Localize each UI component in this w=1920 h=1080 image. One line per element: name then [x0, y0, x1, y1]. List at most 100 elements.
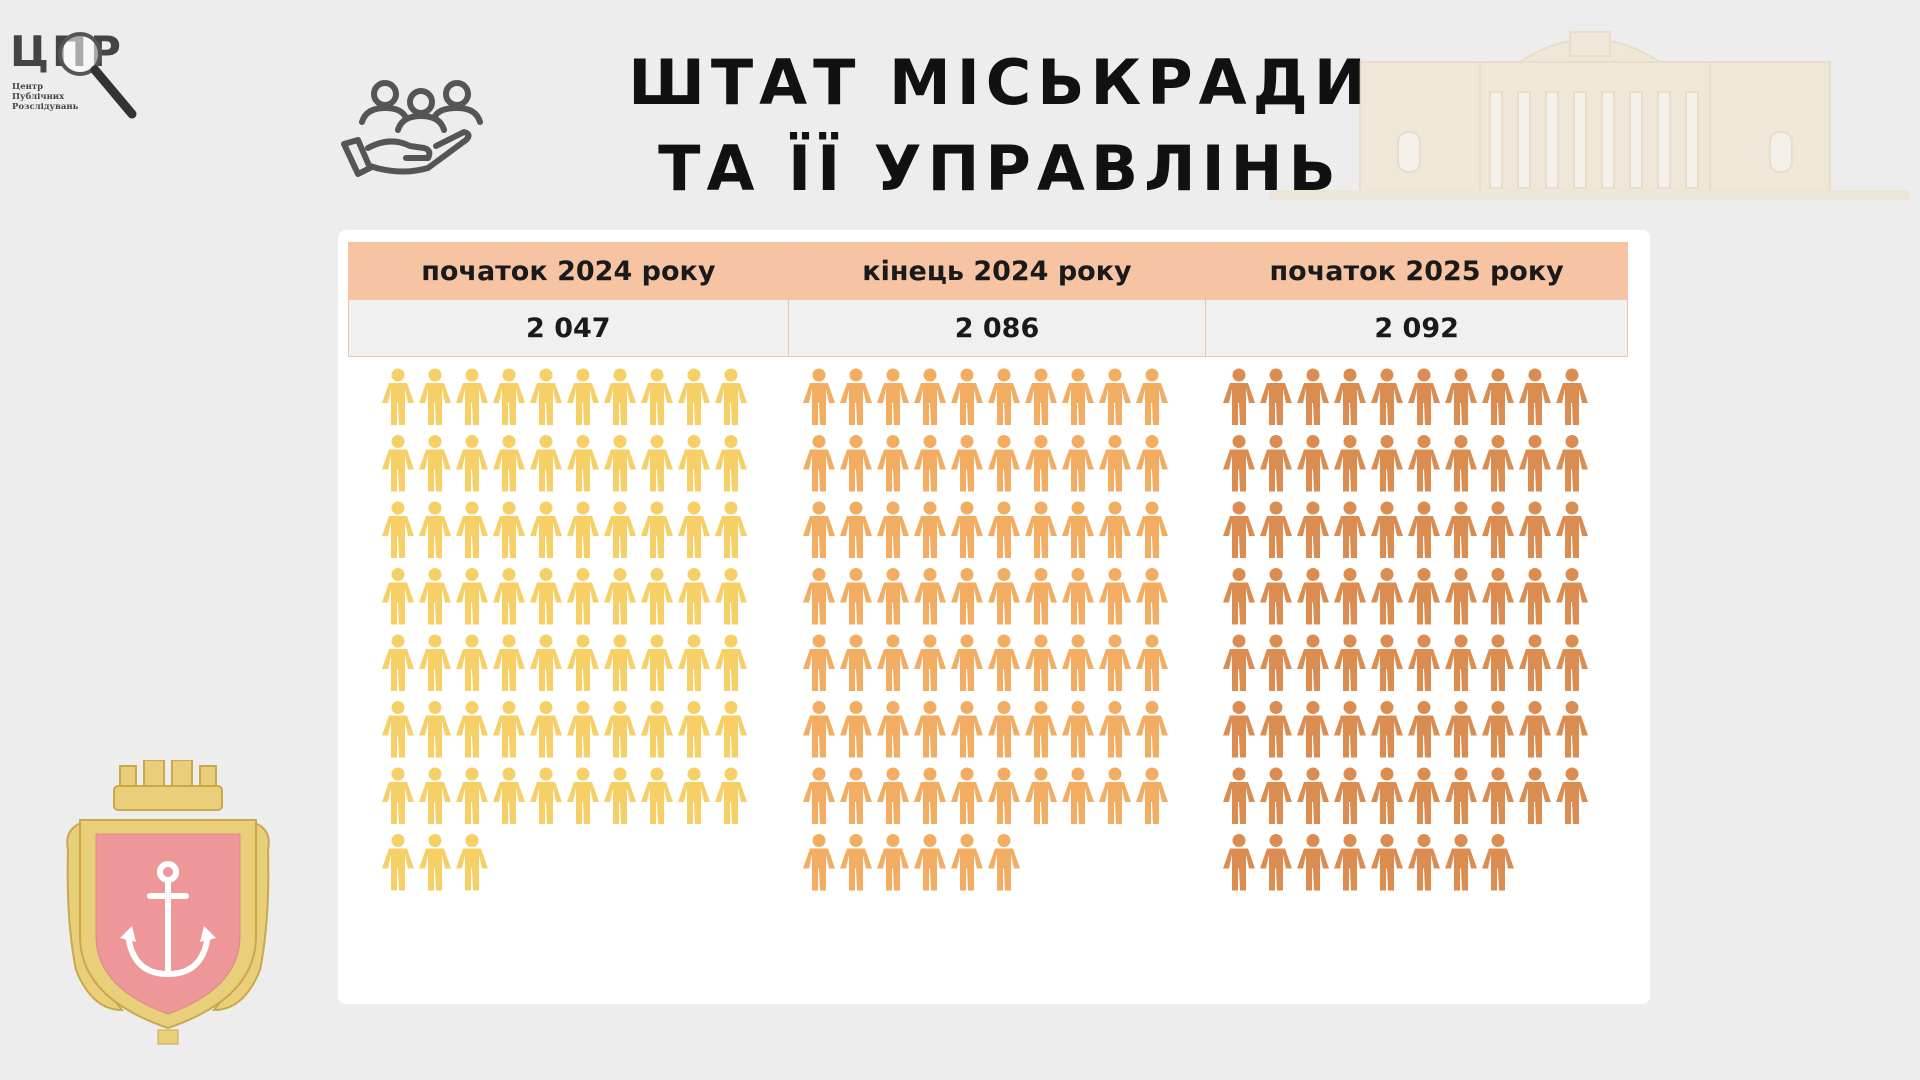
person-icon	[988, 368, 1020, 425]
person-icon	[641, 634, 673, 691]
person-icon	[803, 568, 835, 625]
person-icon	[1223, 501, 1255, 558]
pictogram-series	[803, 368, 1168, 891]
title-line-2: ТА ЇЇ УПРАВЛІНЬ	[658, 132, 1342, 205]
table-value-cell: 2 092	[1205, 299, 1628, 357]
person-icon	[1482, 634, 1514, 691]
person-icon	[988, 767, 1020, 824]
person-icon	[1519, 435, 1551, 492]
person-icon	[493, 701, 525, 758]
person-icon	[678, 767, 710, 824]
person-icon	[456, 634, 488, 691]
person-icon	[840, 501, 872, 558]
person-icon	[1334, 834, 1366, 891]
person-icon	[715, 435, 747, 492]
person-icon	[988, 435, 1020, 492]
person-icon	[641, 368, 673, 425]
person-icon	[604, 701, 636, 758]
person-icon	[456, 501, 488, 558]
person-icon	[641, 767, 673, 824]
person-icon	[567, 435, 599, 492]
person-icon	[1519, 368, 1551, 425]
person-icon	[1482, 368, 1514, 425]
person-icon	[803, 834, 835, 891]
person-icon	[530, 701, 562, 758]
person-icon	[840, 834, 872, 891]
person-icon	[604, 767, 636, 824]
person-icon	[988, 634, 1020, 691]
person-icon	[1062, 701, 1094, 758]
person-icon	[1260, 568, 1292, 625]
person-icon	[1099, 767, 1131, 824]
table-header-cell: кінець 2024 року	[787, 242, 1207, 300]
person-icon	[678, 568, 710, 625]
person-icon	[1136, 767, 1168, 824]
person-icon	[1099, 568, 1131, 625]
chart-card: початок 2024 року кінець 2024 року почат…	[338, 230, 1650, 1004]
person-icon	[1556, 634, 1588, 691]
person-icon	[1519, 568, 1551, 625]
person-icon	[382, 634, 414, 691]
person-icon	[988, 568, 1020, 625]
person-icon	[419, 368, 451, 425]
person-icon	[641, 568, 673, 625]
person-icon	[1223, 701, 1255, 758]
person-icon	[715, 501, 747, 558]
person-icon	[1136, 368, 1168, 425]
person-icon	[604, 568, 636, 625]
person-icon	[1062, 568, 1094, 625]
person-icon	[678, 634, 710, 691]
table-header-cell: початок 2025 року	[1205, 242, 1628, 300]
person-icon	[1025, 701, 1057, 758]
person-icon	[951, 368, 983, 425]
person-icon	[951, 501, 983, 558]
person-icon	[419, 435, 451, 492]
person-icon	[914, 634, 946, 691]
person-icon	[877, 501, 909, 558]
person-icon	[840, 368, 872, 425]
person-icon	[1062, 767, 1094, 824]
person-icon	[1519, 767, 1551, 824]
person-icon	[951, 701, 983, 758]
person-icon	[1408, 435, 1440, 492]
person-icon	[567, 634, 599, 691]
person-icon	[1062, 501, 1094, 558]
person-icon	[988, 701, 1020, 758]
person-icon	[1445, 834, 1477, 891]
person-icon	[456, 435, 488, 492]
person-icon	[951, 568, 983, 625]
person-icon	[1445, 767, 1477, 824]
logo-subtitle-line: Публічних	[12, 92, 65, 102]
person-icon	[1519, 501, 1551, 558]
person-icon	[493, 368, 525, 425]
person-icon	[1371, 701, 1403, 758]
person-icon	[382, 767, 414, 824]
person-icon	[1223, 368, 1255, 425]
person-icon	[1136, 701, 1168, 758]
person-icon	[1482, 435, 1514, 492]
person-icon	[1334, 767, 1366, 824]
person-icon	[840, 767, 872, 824]
person-icon	[1556, 368, 1588, 425]
person-icon	[1445, 368, 1477, 425]
person-icon	[1519, 701, 1551, 758]
person-icon	[456, 767, 488, 824]
person-icon	[641, 435, 673, 492]
person-icon	[1334, 701, 1366, 758]
person-icon	[678, 501, 710, 558]
person-icon	[951, 834, 983, 891]
person-icon	[715, 701, 747, 758]
person-icon	[567, 701, 599, 758]
person-icon	[715, 634, 747, 691]
pictogram-series	[382, 368, 747, 891]
person-icon	[1556, 435, 1588, 492]
person-icon	[1408, 634, 1440, 691]
person-icon	[1408, 701, 1440, 758]
person-icon	[1260, 368, 1292, 425]
person-icon	[803, 767, 835, 824]
person-icon	[1408, 834, 1440, 891]
person-icon	[530, 568, 562, 625]
person-icon	[567, 568, 599, 625]
person-icon	[1519, 634, 1551, 691]
person-icon	[604, 435, 636, 492]
